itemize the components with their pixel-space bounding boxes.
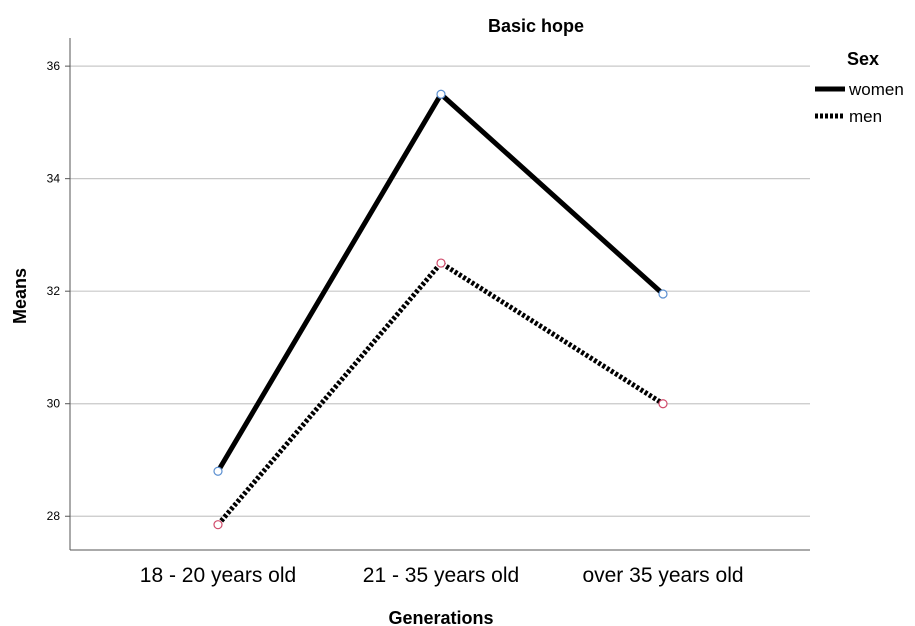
y-tick-label: 32 xyxy=(47,284,61,298)
x-tick-label: 21 - 35 years old xyxy=(363,564,519,587)
series-group xyxy=(213,89,668,530)
y-tick-label: 34 xyxy=(47,172,61,186)
legend-title: Sex xyxy=(847,49,879,69)
data-point-men xyxy=(213,520,223,530)
axes xyxy=(69,38,810,551)
legend-label-women: women xyxy=(848,80,904,99)
legend-label-men: men xyxy=(849,107,882,126)
series-line-men xyxy=(216,260,665,527)
data-point-women xyxy=(436,89,446,99)
data-point-women xyxy=(213,466,223,476)
x-tick-label: over 35 years old xyxy=(582,564,743,587)
gridlines xyxy=(65,65,810,517)
data-point-men xyxy=(436,258,446,268)
series-line-women xyxy=(215,91,665,473)
y-tick-labels: 28 30 32 34 36 xyxy=(47,59,61,523)
data-point-men xyxy=(658,399,668,409)
x-axis-title: Generations xyxy=(388,608,493,626)
y-tick-label: 28 xyxy=(47,509,61,523)
x-tick-label: 18 - 20 years old xyxy=(140,564,296,587)
chart-title: Basic hope xyxy=(488,16,584,36)
y-tick-label: 36 xyxy=(47,59,61,73)
x-tick-labels: 18 - 20 years old 21 - 35 years old over 3… xyxy=(140,564,744,587)
y-axis-title: Means xyxy=(10,268,30,324)
legend: Sex women men xyxy=(815,49,904,126)
y-tick-label: 30 xyxy=(47,397,61,411)
data-point-women xyxy=(658,289,668,299)
